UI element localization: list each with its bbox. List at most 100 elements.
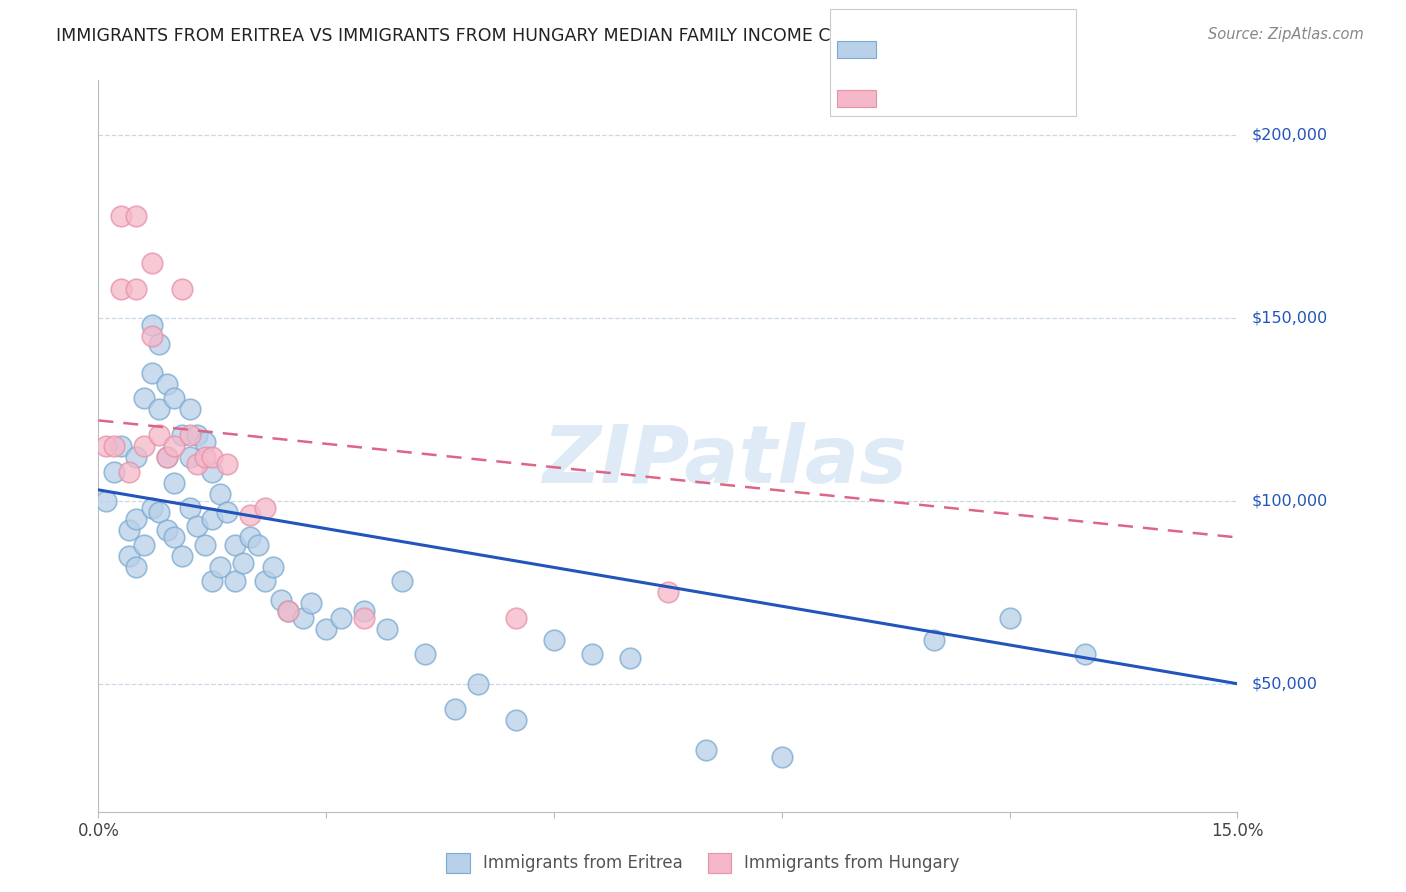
- Point: [330, 611, 353, 625]
- Point: [277, 603, 299, 617]
- Point: [132, 392, 155, 406]
- Point: [125, 559, 148, 574]
- Point: [163, 530, 186, 544]
- Point: [619, 651, 641, 665]
- Point: [179, 501, 201, 516]
- Point: [353, 603, 375, 617]
- Point: [413, 648, 436, 662]
- Point: [505, 611, 527, 625]
- Point: [103, 465, 125, 479]
- Point: [156, 450, 179, 464]
- Point: [375, 622, 398, 636]
- Text: -0.228: -0.228: [929, 36, 988, 54]
- Point: [148, 402, 170, 417]
- Point: [179, 428, 201, 442]
- Text: N =: N =: [1010, 36, 1046, 54]
- Text: $150,000: $150,000: [1251, 310, 1327, 326]
- Point: [217, 505, 239, 519]
- Point: [163, 475, 186, 490]
- Legend: Immigrants from Eritrea, Immigrants from Hungary: Immigrants from Eritrea, Immigrants from…: [440, 847, 966, 880]
- Point: [186, 457, 208, 471]
- Point: [505, 714, 527, 728]
- Text: R =: R =: [887, 85, 928, 103]
- Text: -0.176: -0.176: [935, 85, 994, 103]
- Point: [141, 501, 163, 516]
- Point: [110, 439, 132, 453]
- Point: [254, 501, 277, 516]
- Text: R =: R =: [887, 36, 924, 54]
- Point: [141, 366, 163, 380]
- Point: [224, 574, 246, 589]
- Point: [118, 549, 141, 563]
- Text: IMMIGRANTS FROM ERITREA VS IMMIGRANTS FROM HUNGARY MEDIAN FAMILY INCOME CORRELAT: IMMIGRANTS FROM ERITREA VS IMMIGRANTS FR…: [56, 27, 1007, 45]
- Text: N =: N =: [1010, 85, 1046, 103]
- Point: [118, 523, 141, 537]
- Point: [103, 439, 125, 453]
- Text: Source: ZipAtlas.com: Source: ZipAtlas.com: [1208, 27, 1364, 42]
- Point: [125, 450, 148, 464]
- Text: 25: 25: [1047, 85, 1070, 103]
- Point: [239, 530, 262, 544]
- Point: [270, 592, 292, 607]
- Point: [201, 574, 224, 589]
- Point: [156, 450, 179, 464]
- Point: [132, 538, 155, 552]
- Point: [201, 450, 224, 464]
- Point: [94, 493, 117, 508]
- Point: [170, 549, 193, 563]
- Point: [315, 622, 337, 636]
- Point: [156, 523, 179, 537]
- Point: [132, 439, 155, 453]
- Point: [391, 574, 413, 589]
- Text: $100,000: $100,000: [1251, 493, 1327, 508]
- Point: [239, 508, 262, 523]
- Point: [163, 439, 186, 453]
- Point: [194, 538, 217, 552]
- Point: [353, 611, 375, 625]
- Point: [179, 450, 201, 464]
- Point: [232, 556, 254, 570]
- Text: $50,000: $50,000: [1251, 676, 1317, 691]
- Point: [110, 209, 132, 223]
- Point: [217, 457, 239, 471]
- Text: 65: 65: [1047, 36, 1070, 54]
- Point: [194, 450, 217, 464]
- Point: [922, 632, 945, 647]
- Text: ZIPatlas: ZIPatlas: [543, 422, 907, 500]
- Point: [94, 439, 117, 453]
- Point: [262, 559, 284, 574]
- Text: $200,000: $200,000: [1251, 128, 1327, 143]
- Point: [292, 611, 315, 625]
- Point: [657, 585, 679, 599]
- Point: [770, 749, 793, 764]
- Point: [208, 486, 231, 500]
- Point: [277, 603, 299, 617]
- Point: [179, 402, 201, 417]
- Point: [695, 742, 717, 756]
- Point: [543, 632, 565, 647]
- Point: [170, 428, 193, 442]
- Point: [148, 505, 170, 519]
- Point: [444, 702, 467, 716]
- Point: [148, 428, 170, 442]
- Point: [299, 596, 322, 610]
- Point: [201, 512, 224, 526]
- Point: [118, 465, 141, 479]
- Point: [156, 376, 179, 391]
- Point: [170, 282, 193, 296]
- Point: [148, 336, 170, 351]
- Point: [194, 435, 217, 450]
- Point: [186, 428, 208, 442]
- Point: [125, 282, 148, 296]
- Point: [141, 256, 163, 270]
- Point: [467, 676, 489, 690]
- Point: [1074, 648, 1097, 662]
- Point: [125, 512, 148, 526]
- Point: [254, 574, 277, 589]
- Point: [125, 209, 148, 223]
- Point: [141, 318, 163, 333]
- Point: [110, 282, 132, 296]
- Point: [141, 329, 163, 343]
- Point: [201, 465, 224, 479]
- Point: [998, 611, 1021, 625]
